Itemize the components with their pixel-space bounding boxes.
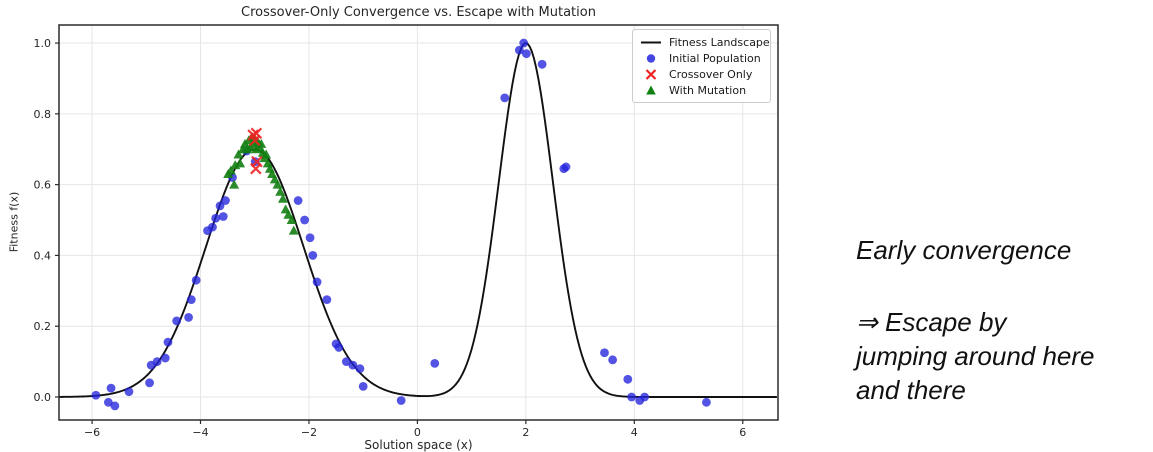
with-mutation-point (275, 186, 286, 196)
with-mutation-point (225, 165, 236, 175)
initial-population-point (152, 357, 162, 366)
annotation-paragraph-gap (856, 267, 1153, 305)
initial-population-point (623, 374, 633, 384)
legend-line-icon (639, 36, 663, 49)
annotation-note: Early convergence ⇒ Escape by jumping ar… (856, 233, 1153, 407)
with-mutation-point (229, 179, 240, 189)
initial-population-point (160, 353, 170, 363)
with-mutation-point (288, 225, 299, 235)
x-tick-label: −4 (192, 426, 208, 439)
initial-population-point (500, 93, 510, 103)
crossover-only-point (250, 162, 262, 175)
initial-population-point (348, 360, 358, 370)
crossover-only-point (248, 134, 261, 147)
initial-population-point (191, 275, 201, 285)
x-tick-label: 4 (631, 426, 638, 439)
initial-population-point (537, 59, 547, 69)
initial-population-point (358, 381, 368, 391)
initial-population-point (312, 277, 322, 287)
chart-title: Crossover-Only Convergence vs. Escape wi… (241, 5, 596, 20)
initial-population-point (640, 392, 650, 402)
initial-population-point (91, 390, 101, 400)
y-tick-label: 0.2 (34, 320, 52, 333)
x-tick-label: 2 (522, 426, 529, 439)
legend-item-with-mutation: With Mutation (639, 83, 763, 97)
x-tick-label: −6 (84, 426, 100, 439)
initial-population-point (215, 201, 225, 211)
initial-population-point (106, 383, 116, 393)
with-mutation-point (277, 193, 288, 203)
initial-population-point (300, 215, 310, 225)
initial-population-point (208, 222, 217, 232)
initial-population-point (341, 357, 351, 366)
initial-population-point (218, 212, 228, 221)
initial-population-point (211, 213, 221, 223)
initial-population-point (322, 295, 332, 305)
initial-population-point (221, 196, 230, 205)
initial-population-point (355, 364, 365, 374)
initial-population-point (163, 337, 173, 347)
initial-population-point (103, 397, 113, 407)
legend-label: With Mutation (669, 83, 747, 97)
initial-population-point (702, 397, 711, 407)
legend-item-crossover-only: Crossover Only (639, 67, 763, 81)
y-tick-label: 0.6 (34, 179, 52, 192)
legend-label: Fitness Landscape (669, 35, 770, 49)
annotation-line: ⇒ Escape by (856, 307, 1007, 337)
x-tick-label: 6 (739, 426, 746, 439)
initial-population-point (305, 233, 315, 243)
annotation-line: jumping around here (856, 341, 1095, 371)
initial-population-point (250, 157, 260, 167)
with-mutation-point (233, 149, 244, 159)
with-mutation-point (272, 179, 283, 189)
annotation-line: Early convergence (856, 235, 1072, 265)
initial-population-point (124, 387, 134, 397)
legend-label: Initial Population (669, 51, 761, 65)
x-tick-label: −2 (301, 426, 317, 439)
fitness-plot: −6 −4 −2 0 2 4 6 0.0 0.2 0.4 0.6 0.8 1.0 (34, 24, 779, 439)
y-tick-label: 0.0 (34, 391, 52, 404)
annotation-line: and there (856, 375, 966, 405)
initial-population-point (293, 196, 303, 205)
initial-population-point (110, 401, 120, 411)
initial-population-point (334, 343, 344, 352)
y-tick-label: 1.0 (34, 37, 52, 50)
initial-population-point (184, 312, 193, 322)
initial-population-point (627, 392, 636, 402)
initial-population-point (608, 355, 618, 365)
y-tick-label: 0.4 (34, 249, 52, 262)
initial-population-point (186, 295, 196, 305)
legend-triangle-icon (639, 84, 663, 97)
initial-population-point (396, 396, 406, 405)
with-mutation-point (235, 158, 246, 168)
x-axis-label: Solution space (x) (364, 438, 473, 452)
legend-item-initial-population: Initial Population (639, 51, 763, 65)
with-mutation-point (261, 149, 272, 159)
y-tick-label: 0.8 (34, 108, 52, 121)
initial-population-point (522, 49, 531, 59)
chart-figure: Crossover-Only Convergence vs. Escape wi… (8, 5, 779, 452)
axes-frame (58, 24, 779, 421)
legend-label: Crossover Only (669, 67, 753, 81)
legend-item-fitness-landscape: Fitness Landscape (639, 35, 770, 49)
initial-population-point (514, 45, 524, 55)
legend-x-icon (639, 68, 663, 81)
initial-population-point (308, 251, 318, 260)
x-tick-label: 0 (414, 426, 421, 439)
initial-population-point (172, 316, 182, 326)
initial-population-point (600, 348, 609, 358)
legend-circle-icon (639, 52, 663, 65)
initial-population-point (430, 358, 440, 368)
legend: Fitness Landscape Initial Population Cross… (632, 29, 771, 103)
initial-population-point (145, 378, 154, 388)
initial-population-point (519, 38, 529, 48)
with-mutation-point (286, 215, 297, 225)
initial-population-point (561, 162, 571, 172)
